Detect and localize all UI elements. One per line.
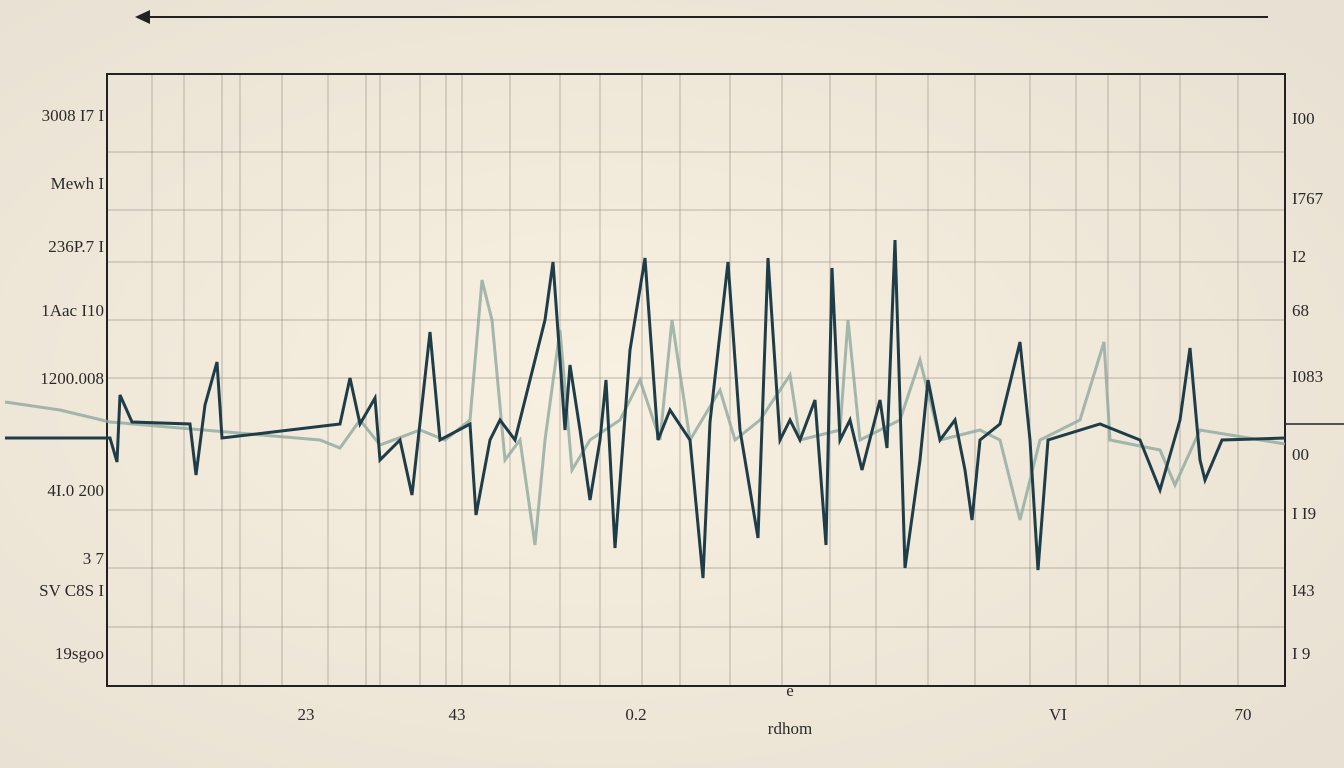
- left-labels: 3008 I7 I Mewh I 236P.7 I 1Aac I10 1200.008 4…: [39, 106, 104, 663]
- waveform-light: [4, 279, 1286, 546]
- right-label: I 9: [1292, 644, 1310, 663]
- top-arrow: [135, 10, 1268, 24]
- right-label: I I9: [1292, 504, 1316, 523]
- right-labels: I00 I767 I2 68 I083 00 I I9 I43 I 9: [1292, 109, 1324, 663]
- left-label: 236P.7 I: [48, 237, 104, 256]
- left-label: 3008 I7 I: [42, 106, 105, 125]
- x-axis-label: rdhom: [768, 719, 812, 738]
- waveform-dark: [5, 239, 1286, 579]
- left-label: 3 7: [83, 549, 105, 568]
- left-label: 4I.0 200: [47, 481, 104, 500]
- right-label: I2: [1292, 247, 1306, 266]
- left-label: 1Aac I10: [41, 301, 104, 320]
- right-label: 00: [1292, 445, 1309, 464]
- grid: [107, 74, 1285, 686]
- x-label: 70: [1235, 705, 1252, 724]
- plot-frame: [106, 73, 1286, 687]
- right-label: I083: [1292, 367, 1323, 386]
- right-label: I43: [1292, 581, 1315, 600]
- x-label: 0.2: [625, 705, 646, 724]
- x-labels: 23 43 0.2 e VI 70: [298, 681, 1252, 724]
- x-label: e: [786, 681, 794, 700]
- left-label: SV C8S I: [39, 581, 104, 600]
- x-label: 43: [449, 705, 466, 724]
- left-label: 19sgoo: [55, 644, 104, 663]
- right-label: 68: [1292, 301, 1309, 320]
- left-label: Mewh I: [51, 174, 105, 193]
- x-label: 23: [298, 705, 315, 724]
- x-label: VI: [1049, 705, 1067, 724]
- left-label: 1200.008: [40, 369, 104, 388]
- right-label: I00: [1292, 109, 1315, 128]
- right-label: I767: [1292, 189, 1324, 208]
